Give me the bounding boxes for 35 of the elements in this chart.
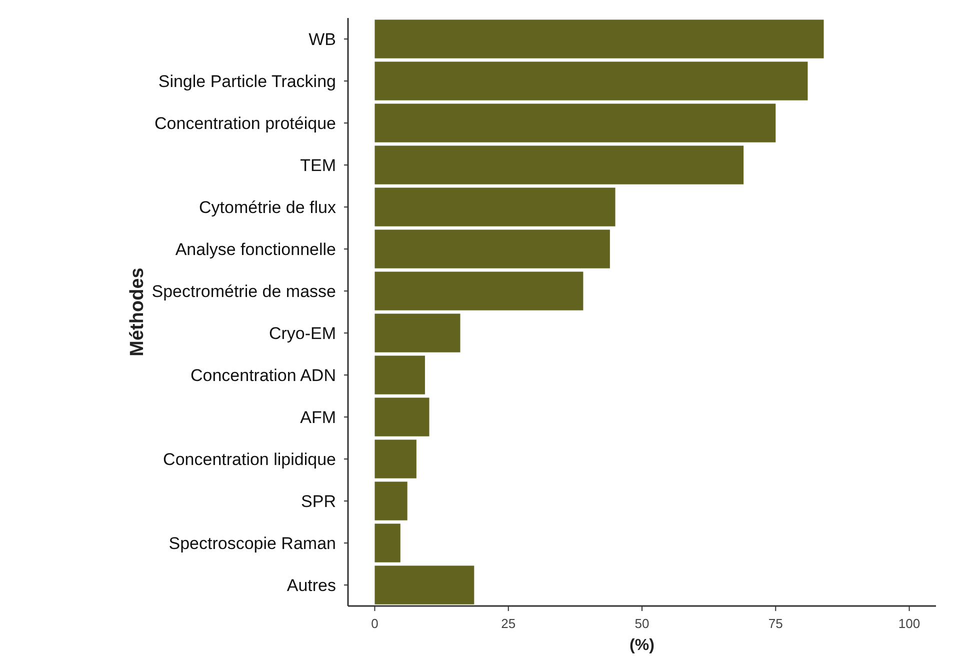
- x-tick-label: 25: [501, 616, 516, 631]
- y-tick-label: Analyse fonctionnelle: [175, 240, 336, 259]
- y-tick-label: Spectroscopie Raman: [168, 534, 336, 553]
- bar: [374, 188, 616, 226]
- y-tick-label: Cryo-EM: [268, 324, 336, 343]
- bar: [374, 146, 744, 184]
- y-axis-title: Méthodes: [127, 268, 148, 356]
- x-tick-label: 75: [768, 616, 783, 631]
- bar: [374, 524, 400, 562]
- y-tick-label: Concentration lipidique: [163, 450, 336, 469]
- bar: [374, 356, 425, 394]
- bar: [374, 314, 460, 352]
- bar: [374, 482, 408, 520]
- x-tick-label: 0: [371, 616, 378, 631]
- x-tick-label: 100: [898, 616, 920, 631]
- y-tick-label: TEM: [300, 156, 336, 175]
- y-tick-label: SPR: [301, 492, 336, 511]
- bar: [374, 566, 474, 604]
- y-tick-label: Cytométrie de flux: [199, 198, 336, 217]
- bar: [374, 440, 416, 478]
- bar: [374, 398, 430, 436]
- y-tick-label: AFM: [300, 408, 336, 427]
- bar: [374, 272, 584, 310]
- y-tick-label: Single Particle Tracking: [158, 72, 336, 91]
- x-tick-label: 50: [634, 616, 650, 631]
- bar: [374, 104, 776, 142]
- bar: [374, 62, 808, 100]
- y-tick-label: WB: [308, 30, 336, 49]
- x-axis-title: (%): [630, 637, 654, 654]
- bar: [374, 20, 824, 58]
- y-tick-label: Concentration protéique: [154, 114, 336, 133]
- bar: [374, 230, 610, 268]
- y-tick-label: Spectrométrie de masse: [152, 282, 336, 301]
- y-tick-label: Autres: [286, 576, 336, 595]
- y-tick-label: Concentration ADN: [190, 366, 336, 385]
